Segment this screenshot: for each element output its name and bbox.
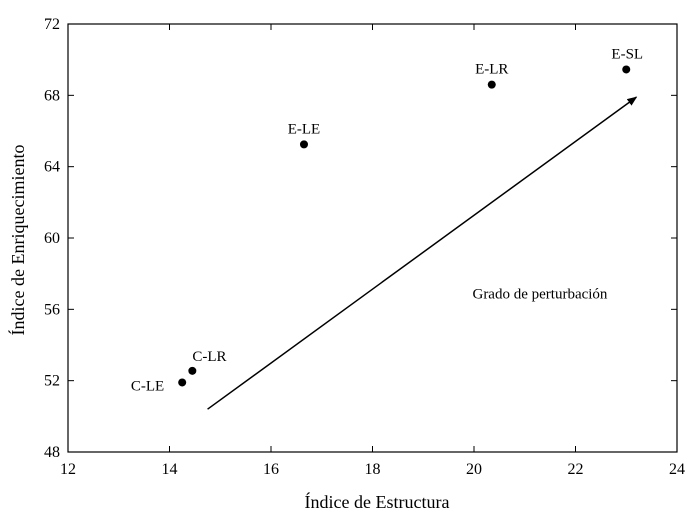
- point-label: E-LE: [288, 121, 320, 137]
- y-tick-label: 72: [44, 16, 60, 33]
- data-point: [487, 80, 496, 89]
- x-axis-ticks: 12 14 16 18 20 22 24: [60, 24, 685, 478]
- data-point: [622, 65, 631, 74]
- x-tick-label: 14: [162, 461, 178, 478]
- y-tick-label: 60: [44, 230, 60, 247]
- x-tick-label: 12: [60, 461, 76, 478]
- disturbance-arrow: [207, 96, 638, 410]
- x-tick-label: 24: [669, 461, 685, 478]
- y-tick-label: 68: [44, 87, 60, 104]
- x-axis-title: Índice de Estructura: [305, 491, 450, 512]
- point-label: E-LR: [475, 62, 508, 78]
- data-point: [178, 378, 187, 387]
- y-axis-title: Índice de Enriquecimiento: [7, 145, 28, 336]
- y-axis-ticks: 48 52 56 60 64 68 72: [44, 16, 677, 461]
- y-tick-label: 64: [44, 159, 60, 176]
- x-tick-label: 18: [365, 461, 381, 478]
- data-point: [299, 140, 308, 149]
- point-label: C-LE: [131, 378, 164, 394]
- y-tick-label: 48: [44, 444, 60, 461]
- data-point: [188, 366, 197, 375]
- annotation-text: Grado de perturbación: [472, 287, 607, 303]
- point-label: C-LR: [192, 349, 226, 365]
- point-label: E-SL: [611, 46, 643, 62]
- data-points: C-LE C-LR E-LE E-LR E-SL: [131, 46, 643, 394]
- x-tick-label: 16: [263, 461, 279, 478]
- y-tick-label: 56: [44, 301, 60, 318]
- x-tick-label: 20: [466, 461, 482, 478]
- y-tick-label: 52: [44, 373, 60, 390]
- x-tick-label: 22: [568, 461, 584, 478]
